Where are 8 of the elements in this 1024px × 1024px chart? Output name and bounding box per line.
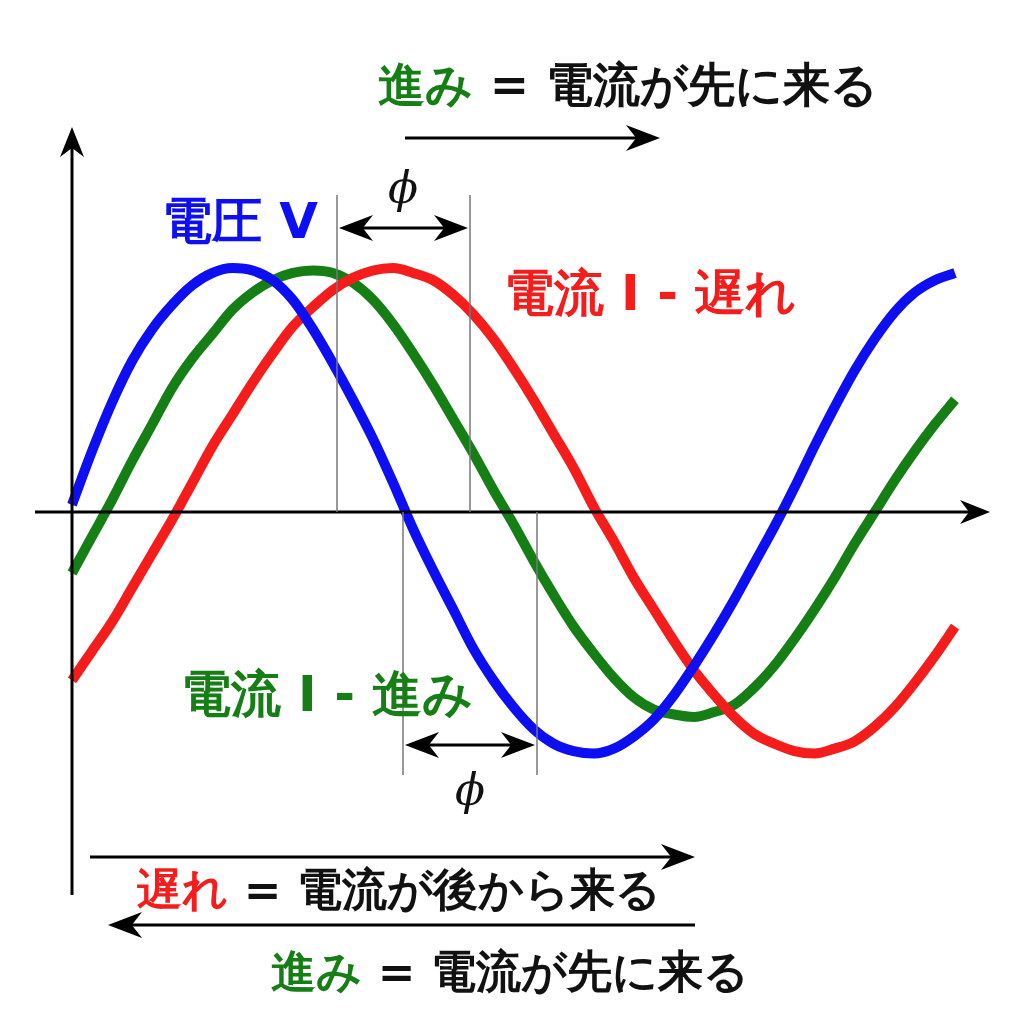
text: 遅れ = 電流が後から来る bbox=[136, 863, 662, 917]
text: 進み = 電流が先に来る bbox=[270, 945, 750, 999]
text: 進み = 電流が先に来る bbox=[378, 56, 878, 112]
text: 電流 I - 進み bbox=[180, 665, 474, 724]
text: ϕ bbox=[388, 161, 418, 214]
series-label: 電流 I - 遅れ bbox=[503, 264, 797, 323]
text: ϕ bbox=[455, 763, 485, 816]
series-label: 電圧 V bbox=[161, 192, 319, 251]
